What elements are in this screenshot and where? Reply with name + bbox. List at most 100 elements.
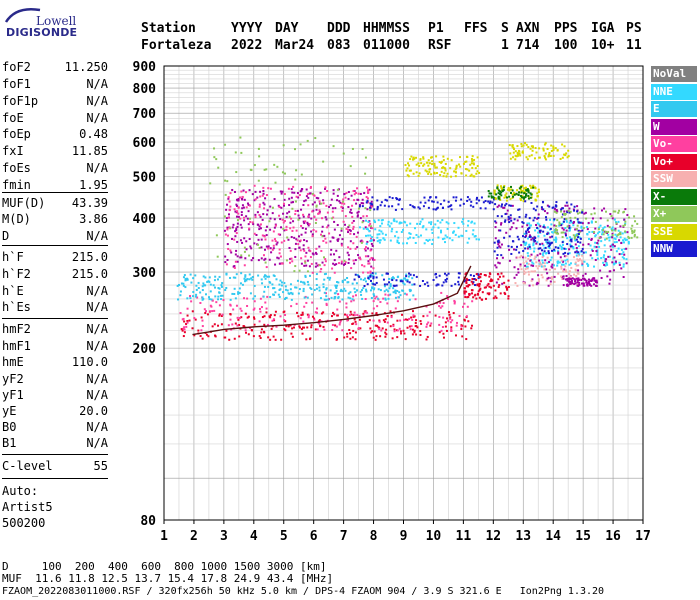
- echo-point: [229, 276, 232, 279]
- echo-point: [474, 293, 477, 296]
- echo-point: [453, 302, 456, 305]
- echo-point: [235, 304, 238, 307]
- echo-point: [605, 210, 608, 213]
- echo-point: [292, 185, 295, 188]
- echo-point: [259, 195, 262, 198]
- echo-point: [389, 310, 392, 313]
- echo-point: [271, 206, 274, 209]
- echo-point: [572, 234, 575, 237]
- echo-point: [568, 277, 571, 280]
- echo-point: [366, 320, 369, 323]
- echo-point: [366, 271, 369, 274]
- echo-point: [370, 205, 373, 208]
- echo-point: [372, 277, 375, 280]
- echo-point: [331, 217, 334, 220]
- echo-point: [407, 175, 410, 178]
- echo-point: [466, 278, 469, 281]
- echo-point: [587, 278, 590, 281]
- echo-point: [355, 202, 358, 205]
- echo-point: [460, 198, 463, 201]
- echo-point: [535, 242, 538, 245]
- echo-point: [369, 249, 372, 252]
- echo-point: [527, 146, 530, 149]
- echo-point: [263, 168, 266, 171]
- param-row: h`E N/A: [2, 284, 108, 301]
- echo-point: [521, 225, 524, 228]
- echo-point: [609, 278, 612, 281]
- echo-point: [356, 187, 359, 190]
- echo-point: [554, 239, 557, 242]
- echo-point: [299, 280, 302, 283]
- echo-point: [318, 289, 321, 292]
- echo-point: [265, 307, 268, 310]
- echo-point: [549, 236, 552, 239]
- echo-point: [315, 247, 318, 250]
- echo-point: [299, 317, 302, 320]
- echo-point: [553, 275, 556, 278]
- echo-point: [423, 242, 426, 245]
- echo-point: [524, 194, 527, 197]
- echo-point: [248, 204, 251, 207]
- echo-point: [333, 228, 336, 231]
- echo-point: [498, 241, 501, 244]
- echo-point: [562, 231, 565, 234]
- echo-point: [373, 258, 376, 261]
- echo-point: [524, 271, 527, 274]
- echo-point: [358, 314, 361, 317]
- echo-point: [575, 274, 578, 277]
- legend-item-x-: X-: [651, 188, 697, 205]
- echo-point: [500, 272, 503, 275]
- echo-point: [316, 307, 319, 310]
- echo-point: [463, 290, 466, 293]
- echo-point: [495, 193, 498, 196]
- echo-point: [465, 272, 468, 275]
- echo-point: [223, 336, 226, 339]
- legend-item-noval: NoVal: [651, 66, 697, 82]
- echo-point: [425, 305, 428, 308]
- echo-point: [475, 202, 478, 205]
- echo-point: [193, 317, 196, 320]
- echo-point: [631, 224, 634, 227]
- echo-point: [306, 221, 309, 224]
- echo-point: [229, 227, 232, 230]
- echo-point: [366, 283, 369, 286]
- echo-point: [330, 198, 333, 201]
- echo-point: [516, 245, 519, 248]
- echo-point: [519, 197, 522, 200]
- echo-point: [594, 284, 597, 287]
- echo-point: [417, 174, 420, 177]
- echo-point: [215, 234, 218, 237]
- echo-point: [535, 265, 538, 268]
- echo-point: [450, 329, 453, 332]
- param-key: yF2: [2, 372, 24, 386]
- echo-point: [465, 229, 468, 232]
- echo-point: [315, 205, 318, 208]
- echo-point: [465, 174, 468, 177]
- echo-point: [405, 224, 408, 227]
- echo-point: [329, 253, 332, 256]
- echo-point: [396, 276, 399, 279]
- echo-point: [306, 296, 309, 299]
- echo-point: [614, 221, 617, 224]
- param-value: N/A: [86, 300, 108, 314]
- echo-point: [383, 283, 386, 286]
- echo-point: [462, 202, 465, 205]
- echo-point: [494, 220, 497, 223]
- echo-point: [335, 263, 338, 266]
- echo-point: [261, 282, 264, 285]
- echo-point: [471, 233, 474, 236]
- echo-point: [258, 205, 261, 208]
- echo-point: [530, 201, 533, 204]
- echo-point: [520, 185, 523, 188]
- echo-point: [517, 193, 520, 196]
- echo-point: [240, 226, 243, 229]
- echo-point: [189, 295, 192, 298]
- echo-point: [599, 224, 602, 227]
- echo-point: [619, 236, 622, 239]
- echo-point: [416, 326, 419, 329]
- echo-point: [442, 159, 445, 162]
- echo-point: [492, 284, 495, 287]
- echo-point: [231, 323, 234, 326]
- echo-point: [192, 277, 195, 280]
- echo-point: [263, 203, 266, 206]
